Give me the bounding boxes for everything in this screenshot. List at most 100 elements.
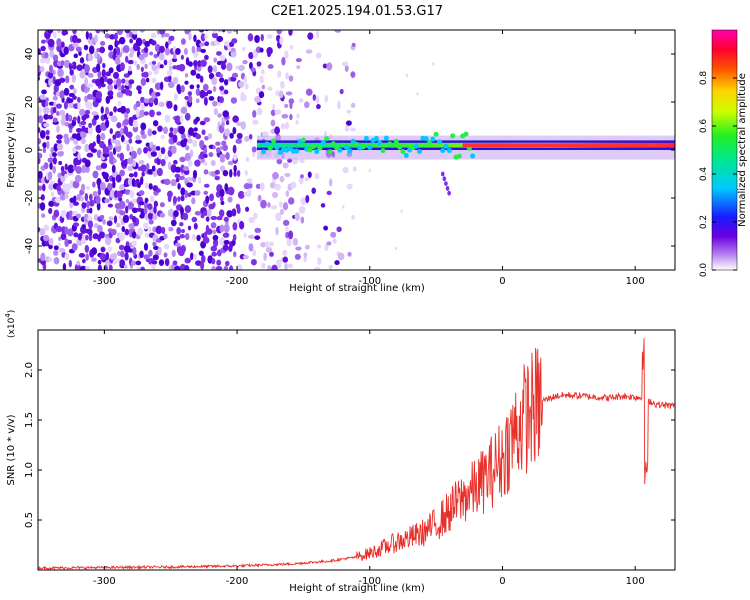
- spectrogram-cell: [150, 144, 157, 152]
- spectrogram-cell: [288, 98, 295, 105]
- spectrogram-cell: [131, 198, 138, 204]
- spectrogram-cell: [298, 98, 304, 103]
- spectrogram-cell: [39, 65, 45, 73]
- spectrogram-cell: [307, 171, 312, 178]
- spectrogram-cell: [238, 64, 245, 72]
- spectrogram-cell: [42, 147, 47, 154]
- spectrogram-cell: [350, 102, 356, 108]
- spectrogram-cell: [49, 162, 53, 170]
- spectrogram-cell: [200, 254, 206, 264]
- spectrogram-cell: [173, 210, 179, 218]
- spectrogram-cell: [174, 115, 181, 125]
- spectrogram-cell: [232, 144, 237, 154]
- spectrogram-cell: [132, 246, 137, 256]
- spectrogram-cell: [52, 95, 58, 101]
- spectrogram-cell: [200, 48, 206, 54]
- spectrogram-cell: [184, 73, 189, 78]
- spectrogram-cell: [227, 160, 234, 166]
- spectrogram-cell: [50, 146, 55, 154]
- spectrogram-cell: [124, 189, 131, 195]
- spectrogram-cell: [285, 226, 289, 231]
- spectrogram-cell: [113, 106, 118, 113]
- spectrogram-cell: [161, 226, 166, 235]
- spectrogram-cell: [56, 185, 62, 192]
- spectrogram-cell: [77, 101, 81, 111]
- spectrogram-cell: [69, 84, 75, 90]
- spectrogram-cell: [281, 113, 289, 119]
- spectrogram-cell: [39, 130, 46, 139]
- spectrogram-cell: [58, 77, 66, 83]
- spectrogram-cell: [43, 113, 49, 120]
- spectrogram-cell: [105, 119, 110, 128]
- spectrogram-cell: [74, 174, 82, 183]
- spectrogram-cell: [196, 234, 201, 242]
- spectrogram-cell: [124, 111, 129, 120]
- spectrogram-cell: [91, 111, 99, 116]
- spectrogram-cell: [67, 239, 73, 245]
- signal-blob: [403, 152, 409, 158]
- spectrogram-cell: [151, 60, 157, 65]
- spectrogram-cell: [148, 97, 155, 104]
- spectrogram-cell: [131, 178, 136, 187]
- spectrogram-cell: [267, 264, 272, 270]
- spectrogram-cell: [254, 96, 261, 103]
- spectrogram-cell: [159, 212, 166, 218]
- spectrogram-cell: [60, 175, 66, 183]
- spectrogram-cell: [80, 183, 86, 192]
- spectrogram-cell: [248, 62, 253, 70]
- spectrogram-cell: [204, 54, 209, 61]
- spectrogram-cell: [119, 62, 125, 72]
- spectrogram-cell: [179, 115, 184, 124]
- spectrogram-cell: [247, 182, 253, 189]
- spectrogram-y-axis-label: Frequency (Hz): [6, 112, 17, 188]
- spectrogram-cell: [38, 156, 41, 165]
- spectrogram-cell: [263, 252, 267, 262]
- spectrogram-cell: [257, 194, 262, 202]
- spectrogram-cell: [68, 210, 73, 217]
- spectrogram-cell: [99, 214, 105, 220]
- spectrogram-cell: [119, 259, 126, 267]
- spectrogram-cell: [248, 216, 255, 224]
- colorbar-tick-label: 0.2: [699, 215, 709, 229]
- spectrogram-cell: [164, 47, 170, 56]
- spectrogram-cell: [62, 263, 67, 270]
- snr-x-axis-label: Height of straight line (km): [289, 583, 425, 594]
- spectrogram-cell: [276, 158, 283, 165]
- spectrogram-y-tick-label: 20: [24, 96, 35, 109]
- spectrogram-cell: [58, 247, 66, 253]
- spectrogram-cell: [92, 190, 98, 197]
- spectrogram-cell: [160, 158, 166, 167]
- spectrogram-cell: [165, 41, 169, 49]
- signal-blob: [466, 145, 472, 151]
- spectrogram-cell: [326, 62, 333, 71]
- spectrogram-cell: [115, 140, 121, 147]
- spectrogram-cell: [208, 152, 214, 158]
- spectrogram-cell: [203, 183, 210, 188]
- spectrogram-cell: [416, 91, 419, 96]
- spectrogram-cell: [212, 86, 217, 92]
- spectrogram-cell: [259, 182, 265, 191]
- signal-blob: [400, 148, 406, 154]
- spectrogram-cell: [296, 65, 301, 70]
- spectrogram-cell: [131, 215, 137, 223]
- spectrogram-cell: [144, 63, 148, 70]
- signal-blob: [264, 141, 270, 147]
- signal-blob: [393, 138, 399, 144]
- spectrogram-cell: [164, 114, 171, 123]
- spectrogram-cell: [136, 85, 142, 91]
- spectrogram-cell: [350, 71, 356, 78]
- spectrogram-cell: [215, 141, 221, 146]
- spectrogram-cell: [244, 83, 249, 90]
- spectrogram-cell: [351, 214, 355, 220]
- spectrogram-cell: [135, 139, 142, 144]
- spectrogram-cell: [303, 256, 308, 263]
- spectrogram-cell: [216, 259, 222, 266]
- spectrogram-cell: [59, 109, 66, 116]
- spectrogram-cell: [245, 156, 250, 162]
- spectrogram-cell: [250, 258, 257, 266]
- spectrogram-cell: [96, 53, 101, 61]
- spectrogram-cell: [304, 177, 310, 182]
- spectrogram-cell: [211, 251, 218, 257]
- spectrogram-cell: [330, 231, 337, 238]
- spectrogram-x-tick-label: 100: [626, 276, 645, 287]
